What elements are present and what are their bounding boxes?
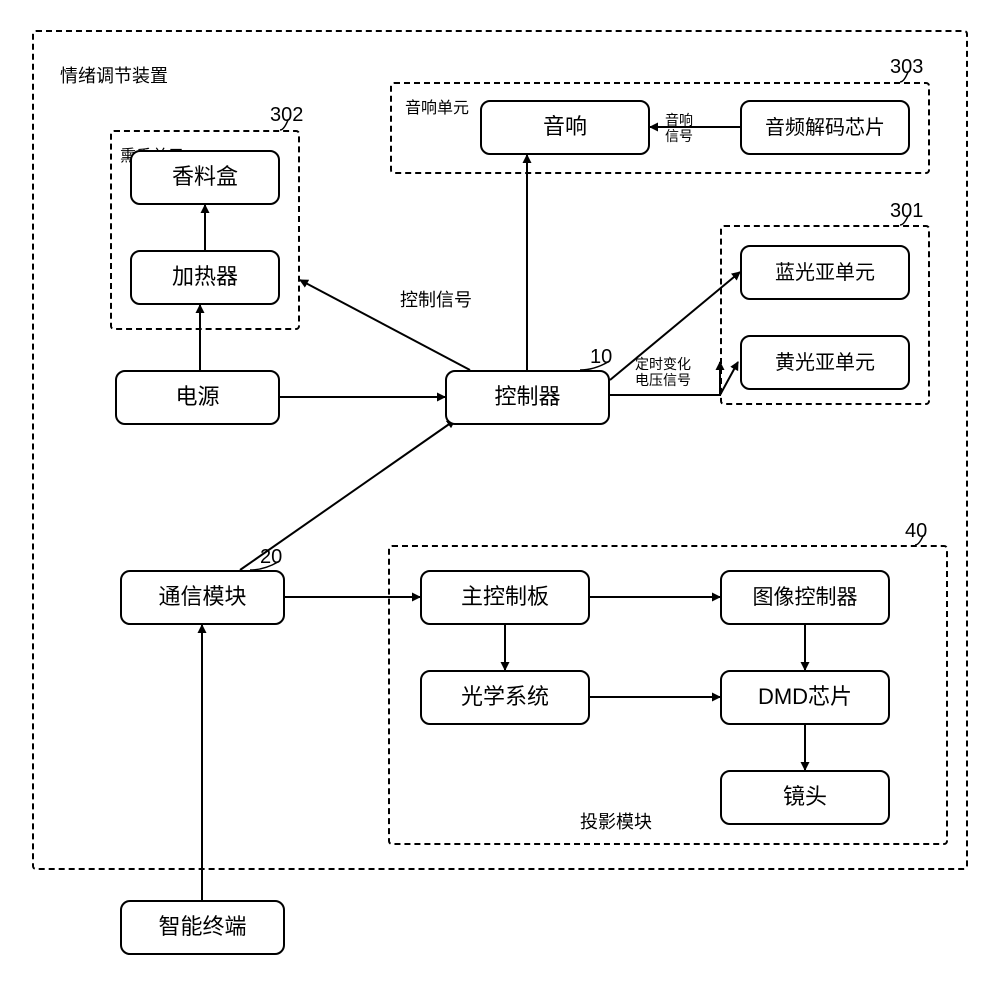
node-comm: 通信模块 (120, 570, 285, 625)
node-label-phone: 智能终端 (158, 914, 246, 940)
node-mainb: 主控制板 (420, 570, 590, 625)
node-speaker: 音响 (480, 100, 650, 155)
callout-303: 303 (890, 56, 923, 79)
node-label-lens: 镜头 (783, 784, 827, 810)
node-blue: 蓝光亚单元 (740, 245, 910, 300)
callout-301: 301 (890, 200, 923, 223)
node-power: 电源 (115, 370, 280, 425)
diagram-canvas: 情绪调节装置熏香单元音响单元投影模块香料盒加热器电源音响音频解码芯片控制器蓝光亚… (0, 0, 1000, 995)
node-label-power: 电源 (175, 384, 219, 410)
node-label-dmd: DMD芯片 (758, 684, 852, 710)
node-optics: 光学系统 (420, 670, 590, 725)
callout-302: 302 (270, 104, 303, 127)
node-label-yellow: 黄光亚单元 (775, 351, 875, 375)
edge-label-2: 定时变化 电压信号 (635, 356, 691, 388)
node-lens: 镜头 (720, 770, 890, 825)
node-ctrl: 控制器 (445, 370, 610, 425)
group-label-device: 情绪调节装置 (60, 66, 168, 87)
callout-40: 40 (905, 520, 927, 543)
node-label-mainb: 主控制板 (461, 584, 549, 610)
edge-label-0: 音响 信号 (665, 112, 693, 144)
node-label-comm: 通信模块 (158, 584, 246, 610)
node-label-speaker: 音响 (543, 114, 587, 140)
node-label-blue: 蓝光亚单元 (775, 261, 875, 285)
node-dmd: DMD芯片 (720, 670, 890, 725)
node-yellow: 黄光亚单元 (740, 335, 910, 390)
node-heater: 加热器 (130, 250, 280, 305)
node-imgctl: 图像控制器 (720, 570, 890, 625)
node-label-imgctl: 图像控制器 (753, 585, 858, 610)
node-label-heater: 加热器 (172, 264, 238, 290)
node-label-optics: 光学系统 (461, 684, 549, 710)
node-label-spice: 香料盒 (172, 164, 238, 190)
node-phone: 智能终端 (120, 900, 285, 955)
callout-10: 10 (590, 346, 612, 369)
node-label-decoder: 音频解码芯片 (765, 116, 885, 140)
group-label-audio: 音响单元 (405, 100, 469, 118)
node-decoder: 音频解码芯片 (740, 100, 910, 155)
callout-20: 20 (260, 546, 282, 569)
group-label-proj: 投影模块 (580, 812, 652, 833)
node-spice: 香料盒 (130, 150, 280, 205)
node-label-ctrl: 控制器 (494, 384, 560, 410)
edge-label-1: 控制信号 (400, 290, 472, 311)
